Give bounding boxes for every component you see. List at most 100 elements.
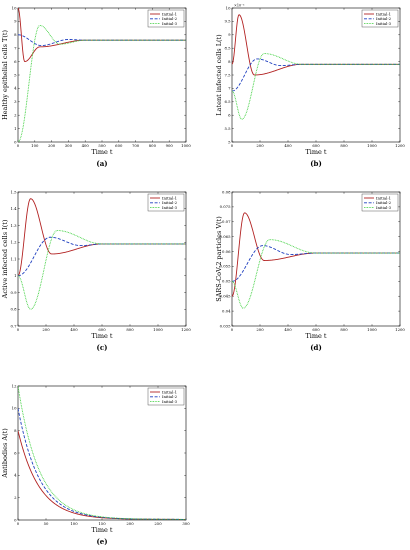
x-tick-label: 1200 [395,327,405,332]
legend-entry: Initial-1 [162,11,177,16]
x-tick-label: 600 [312,327,320,332]
x-tick-label: 100 [70,521,78,526]
x-tick-label: 800 [340,143,348,148]
y-tick-label: 9 [14,19,17,24]
x-tick-label: 700 [132,143,140,148]
x-tick-label: 300 [182,521,190,526]
x-tick-label: 200 [256,143,264,148]
x-tick-label: 0 [231,327,234,332]
y-tick-label: 5.5 [224,126,231,131]
x-tick-label: 300 [65,143,73,148]
x-tick-label: 800 [126,327,134,332]
series-line-initial-3 [232,53,400,120]
legend-entry: Initial-3 [162,399,178,404]
x-tick-label: 1000 [367,143,377,148]
y-tick-label: 0.7 [10,323,17,328]
x-tick-label: 1000 [367,327,377,332]
series-line-initial-3 [18,24,186,142]
panel-label: (c) [97,343,108,352]
y-tick-label: 0.045 [220,294,231,299]
series-line-initial-3 [18,230,186,310]
x-tick-label: 150 [98,521,106,526]
x-tick-label: 0 [17,327,20,332]
y-tick-label: 6 [228,113,231,118]
y-tick-label: 10 [12,406,17,411]
y-tick-label: 8.5 [224,46,231,51]
x-tick-label: 50 [44,521,49,526]
series-line-initial-2 [18,408,186,520]
y-tick-label: 0.065 [220,234,231,239]
legend-entry: Initial-3 [376,21,392,26]
legend-entry: Initial-2 [162,200,178,205]
y-axis-title: Antibodies A(t) [1,428,9,479]
panel-label: (a) [96,159,107,168]
series-line-initial-1 [232,212,400,297]
legend-entry: Initial-1 [376,195,391,200]
chart-panel-e: 0 50 100 150 200 250 300 0 2 4 6 8 10 12 Time t Antibod… [1,383,190,546]
legend-entry: Initial-2 [376,16,392,21]
y-tick-label: 8 [228,59,231,64]
x-tick-label: 900 [166,143,174,148]
x-tick-label: 1200 [181,327,191,332]
legend-entry: Initial-1 [376,11,391,16]
x-tick-label: 200 [42,327,50,332]
y-tick-label: 0.04 [222,308,231,313]
y-tick-label: 7 [14,46,17,51]
x-tick-label: 600 [312,143,320,148]
y-axis-title: Latent infected cells L(t) [215,34,223,116]
y-tick-label: 7 [228,86,231,91]
y-tick-label: 0.035 [220,323,231,328]
y-tick-label: 1.5 [10,189,17,194]
x-tick-label: 400 [70,327,78,332]
chart-panel-d: 0 200 400 600 800 1000 1200 0.035 0.04 0.045 0.05 0… [215,189,405,352]
y-tick-label: 10 [12,5,17,10]
x-tick-label: 250 [154,521,162,526]
chart-panel-a: 0 100 200 300 400 500 600 700 800 900 1000 0 1 2 3 4 5 6 7… [1,5,191,168]
y-tick-label: 4 [14,473,17,478]
y-tick-label: 1.3 [10,223,17,228]
legend-entry: Initial-1 [162,389,177,394]
y-axis-title: Healthy epithelial cells T(t) [1,30,9,120]
x-axis-title: Time t [91,526,112,534]
y-tick-label: 3 [14,99,17,104]
x-tick-label: 1000 [153,327,163,332]
legend-entry: Initial-3 [376,205,392,210]
y-tick-label: 9 [228,32,231,37]
x-tick-label: 100 [31,143,39,148]
y-tick-label: 1.4 [10,206,17,211]
x-tick-label: 0 [17,521,20,526]
legend-entry: Initial-2 [162,394,178,399]
legend-entry: Initial-1 [162,195,177,200]
panel-label: (e) [96,537,107,546]
x-tick-label: 400 [284,327,292,332]
y-tick-label: 2 [14,495,17,500]
y-tick-label: 2 [14,113,17,118]
x-axis-title: Time t [305,148,326,156]
y-tick-label: 9.5 [224,19,231,24]
x-tick-label: 400 [284,143,292,148]
y-tick-label: 1 [14,273,16,278]
plot-frame [17,7,187,143]
y-tick-label: 5 [228,139,231,144]
x-axis-title: Time t [91,332,112,340]
y-tick-label: 7.5 [224,72,231,77]
x-tick-label: 200 [48,143,56,148]
chart-panel-b: 0 200 400 600 800 1000 1200 5 5.5 6 6.5 7 7.5 8 8.5 9 9.… [215,4,405,169]
y-tick-label: 0 [14,517,17,522]
series-line-initial-3 [232,239,400,309]
x-tick-label: 0 [231,143,234,148]
y-tick-label: 0.06 [222,249,231,254]
x-axis-title: Time t [305,332,326,340]
series-line-initial-1 [18,430,186,520]
y-tick-label: 12 [12,383,17,388]
y-tick-label: 1.2 [10,240,17,245]
y-tick-label: 0.05 [222,279,231,284]
x-tick-label: 800 [340,327,348,332]
y-tick-label: 0.075 [220,204,231,209]
chart-panel-c: 0 200 400 600 800 1000 1200 0.7 0.8 0.9 1 1.1 1.2 1.3… [1,189,191,352]
y-tick-label: 6 [14,59,17,64]
y-tick-label: 0.9 [10,290,17,295]
y-tick-label: 4 [14,86,17,91]
y-tick-label: 0.08 [222,189,231,194]
x-tick-label: 600 [98,327,106,332]
